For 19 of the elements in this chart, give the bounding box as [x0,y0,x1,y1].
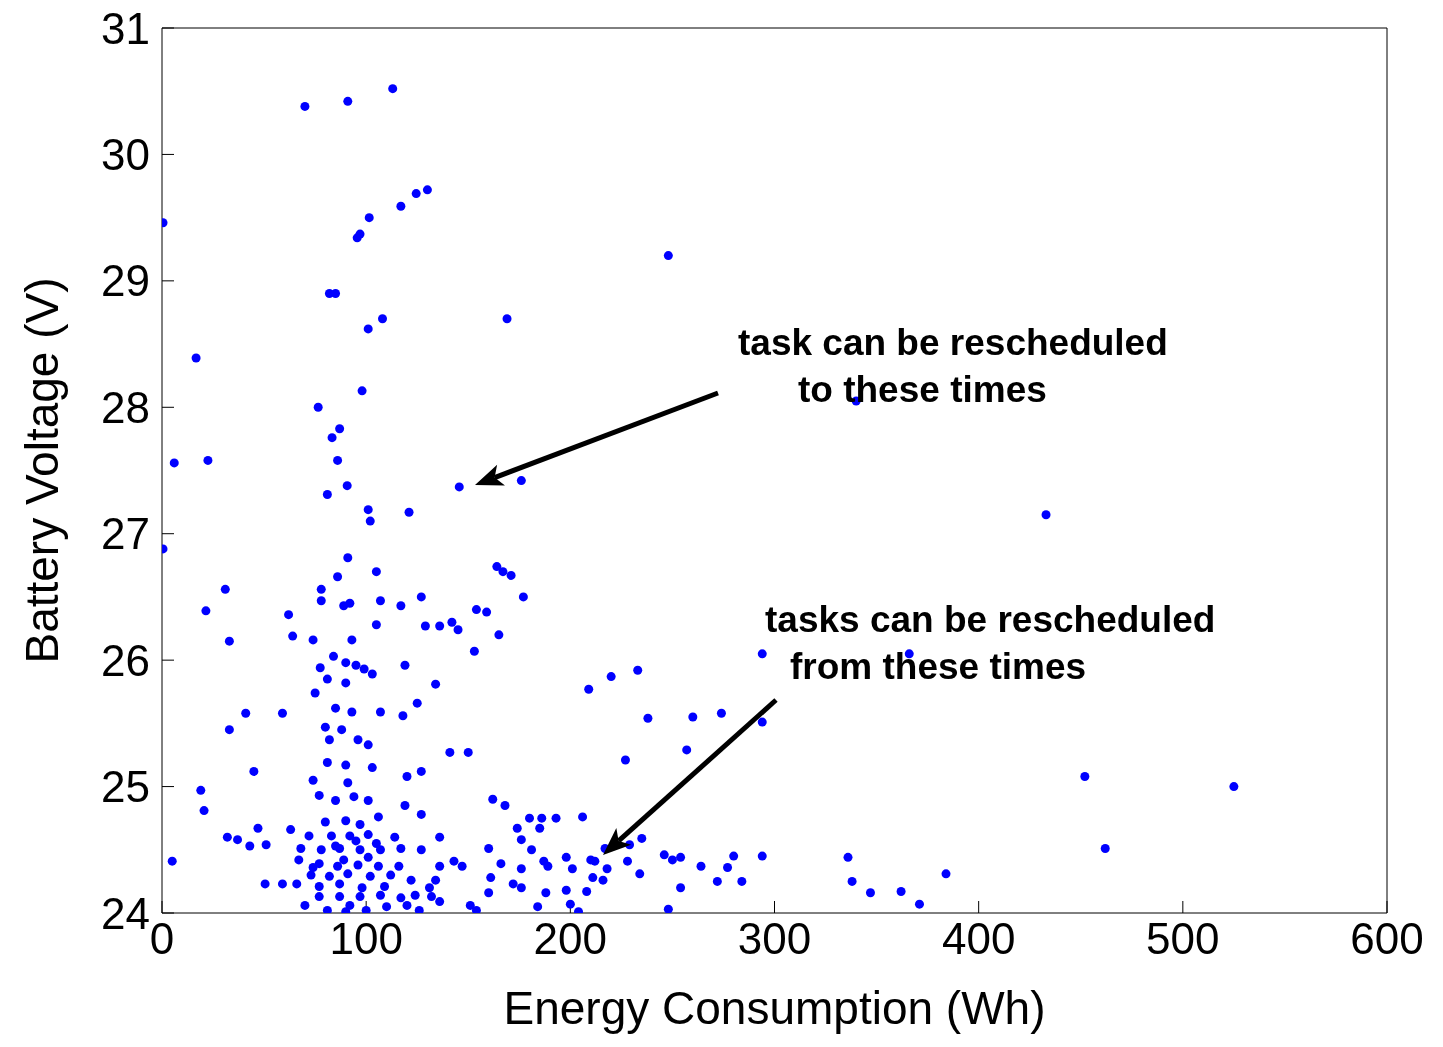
y-tick-label: 28 [101,382,150,432]
x-tick-label: 300 [737,914,812,964]
y-tick-label: 25 [101,762,150,812]
x-tick-label: 0 [149,914,175,964]
y-tick-label: 27 [101,509,150,559]
y-tick-label: 29 [101,256,150,306]
x-tick-label: 200 [533,914,608,964]
y-tick-label: 26 [101,635,150,685]
annotation: tasks can be rescheduled from these times [765,599,1216,687]
x-axis-title: Energy Consumption (Wh) [503,982,1046,1034]
x-tick-label: 500 [1146,914,1220,964]
y-tick-label: 24 [101,888,150,938]
annotation: task can be rescheduled to these times [738,322,1168,410]
y-axis-title: Battery Voltage (V) [16,277,69,664]
x-tick-label: 400 [941,914,1016,964]
y-tick-label: 30 [101,130,150,180]
y-tick-label: 31 [101,3,150,53]
x-tick-label: 600 [1350,914,1424,964]
x-tick-label: 100 [329,914,403,964]
